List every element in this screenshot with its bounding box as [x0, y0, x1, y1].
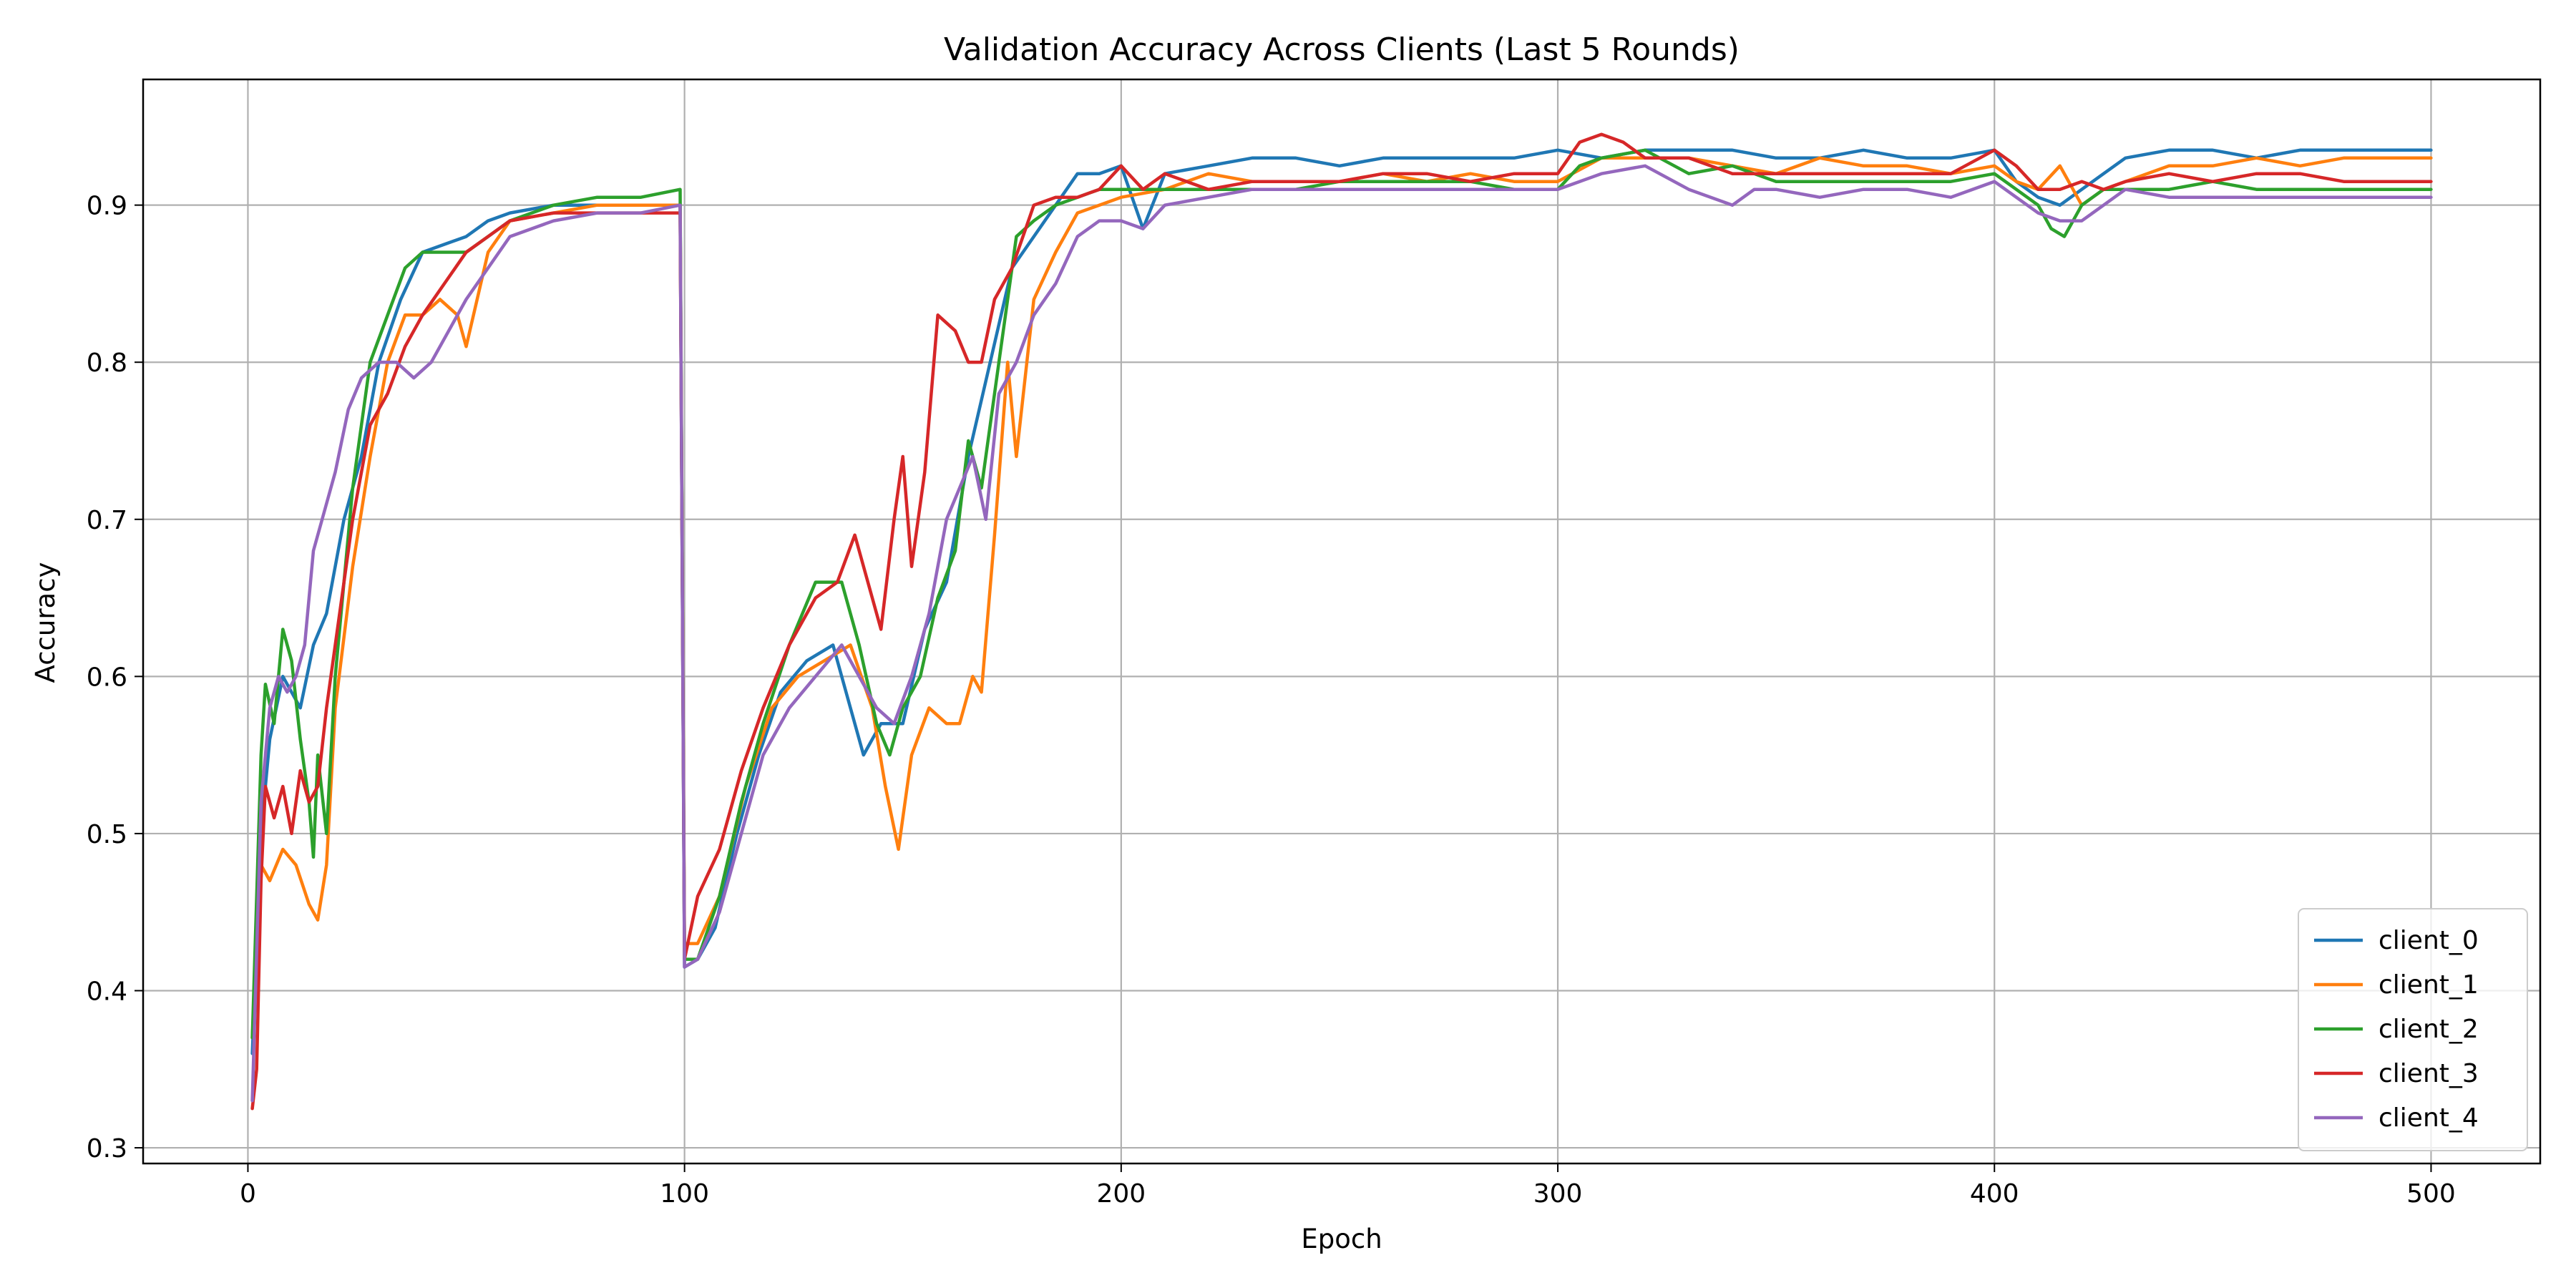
legend-label: client_3 [2379, 1059, 2479, 1088]
chart-title: Validation Accuracy Across Clients (Last… [944, 31, 1740, 68]
y-tick-label: 0.6 [87, 663, 127, 692]
series-line-client_1 [250, 156, 2433, 1040]
legend-label: client_4 [2379, 1103, 2479, 1133]
legend-label: client_0 [2379, 926, 2479, 955]
series-line-client_0 [250, 148, 2433, 1055]
legend-label: client_2 [2379, 1015, 2479, 1044]
x-tick-label: 0 [240, 1179, 256, 1209]
y-axis-label: Accuracy [30, 562, 61, 683]
y-tick-label: 0.8 [87, 348, 127, 378]
y-tick-label: 0.4 [87, 977, 127, 1006]
x-axis-label: Epoch [1301, 1224, 1382, 1254]
axis-ticks: 0 100 200 300 400 500 0.3 0.4 0.5 0.6 0.7 0.8 0.9 [87, 192, 2456, 1209]
y-tick-label: 0.9 [87, 192, 127, 221]
y-tick-label: 0.5 [87, 820, 127, 849]
legend: client_0 client_1 client_2 client_3 client_4 [2298, 908, 2528, 1151]
y-tick-label: 0.7 [87, 506, 127, 535]
y-tick-label: 0.3 [87, 1134, 127, 1163]
series-line-client_3 [250, 132, 2433, 1111]
plot-frame [142, 78, 2542, 1165]
x-tick-label: 400 [1970, 1179, 2019, 1209]
legend-label: client_1 [2379, 970, 2479, 1000]
x-tick-label: 200 [1096, 1179, 1146, 1209]
series-lines [250, 132, 2433, 1111]
series-line-client_4 [250, 164, 2433, 1103]
grid [143, 79, 2540, 1163]
x-tick-label: 100 [660, 1179, 709, 1209]
series-line-client_2 [250, 148, 2433, 1040]
x-tick-label: 500 [2406, 1179, 2456, 1209]
x-tick-label: 300 [1533, 1179, 1583, 1209]
legend-box [2298, 908, 2528, 1151]
